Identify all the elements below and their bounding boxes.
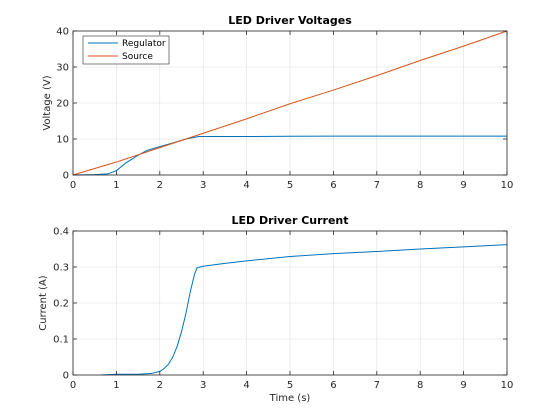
voltage-plot: 0 1 2 3 4 5 6 7 8 9 10 0 10 20 30 40 LED Driver Voltage…	[42, 14, 513, 191]
legend-regulator-label: Regulator	[122, 39, 166, 49]
current-axes-frame	[72, 230, 508, 376]
current-series-0-line	[101, 244, 508, 376]
voltage-y-tick-label: 10	[56, 135, 69, 146]
legend-source-label: Source	[122, 52, 153, 62]
current-y-tick-label: 0.1	[53, 335, 69, 346]
voltage-legend[interactable]: Regulator Source	[82, 35, 170, 65]
voltage-x-tick-label: 9	[460, 180, 466, 191]
voltage-source-line	[72, 30, 508, 176]
voltage-x-tick-label: 10	[501, 180, 514, 191]
current-x-axis-label: Time (s)	[269, 393, 311, 404]
voltage-x-tick-label: 8	[417, 180, 423, 191]
voltage-x-tick-label: 4	[243, 180, 249, 191]
current-x-tick-label: 1	[113, 380, 119, 391]
current-x-tick-label: 7	[374, 380, 380, 391]
voltage-series	[72, 30, 508, 176]
current-y-tick-label: 0	[63, 371, 69, 382]
voltage-y-tick-label: 30	[56, 63, 69, 74]
current-x-tick-label: 6	[330, 380, 336, 391]
voltage-y-tick-label: 40	[56, 27, 69, 38]
current-series	[101, 244, 508, 376]
current-x-tick-label: 3	[200, 380, 206, 391]
current-x-tick-label: 9	[460, 380, 466, 391]
voltage-y-axis-label: Voltage (V)	[42, 75, 53, 130]
voltage-x-tick-label: 2	[157, 180, 163, 191]
current-x-tick-label: 10	[501, 380, 514, 391]
current-y-tick-label: 0.4	[53, 227, 69, 238]
current-x-tick-label: 8	[417, 380, 423, 391]
voltage-x-tick-label: 0	[70, 180, 76, 191]
voltage-axes-frame	[72, 30, 508, 176]
current-x-tick-label: 4	[243, 380, 249, 391]
current-x-tick-label: 5	[287, 380, 293, 391]
voltage-chart-title: LED Driver Voltages	[228, 14, 352, 27]
voltage-x-tick-label: 6	[330, 180, 336, 191]
current-chart-title: LED Driver Current	[232, 214, 349, 227]
current-y-tick-label: 0.2	[53, 299, 69, 310]
current-y-tick-label: 0.3	[53, 263, 69, 274]
voltage-y-tick-label: 20	[56, 99, 69, 110]
current-x-tick-label: 2	[157, 380, 163, 391]
voltage-y-tick-label: 0	[63, 171, 69, 182]
current-plot: 0 1 2 3 4 5 6 7 8 9 10 0 0.1 0.2 0.3 0.4 LED Driver Cur…	[38, 214, 513, 404]
legend-box	[82, 35, 170, 65]
voltage-x-tick-label: 7	[374, 180, 380, 191]
voltage-x-tick-label: 3	[200, 180, 206, 191]
voltage-x-tick-label: 1	[113, 180, 119, 191]
voltage-x-tick-label: 5	[287, 180, 293, 191]
current-y-axis-label: Current (A)	[38, 275, 49, 330]
current-ticks: 0 1 2 3 4 5 6 7 8 9 10 0 0.1 0.2 0.3 0.4	[53, 227, 513, 392]
current-x-tick-label: 0	[70, 380, 76, 391]
